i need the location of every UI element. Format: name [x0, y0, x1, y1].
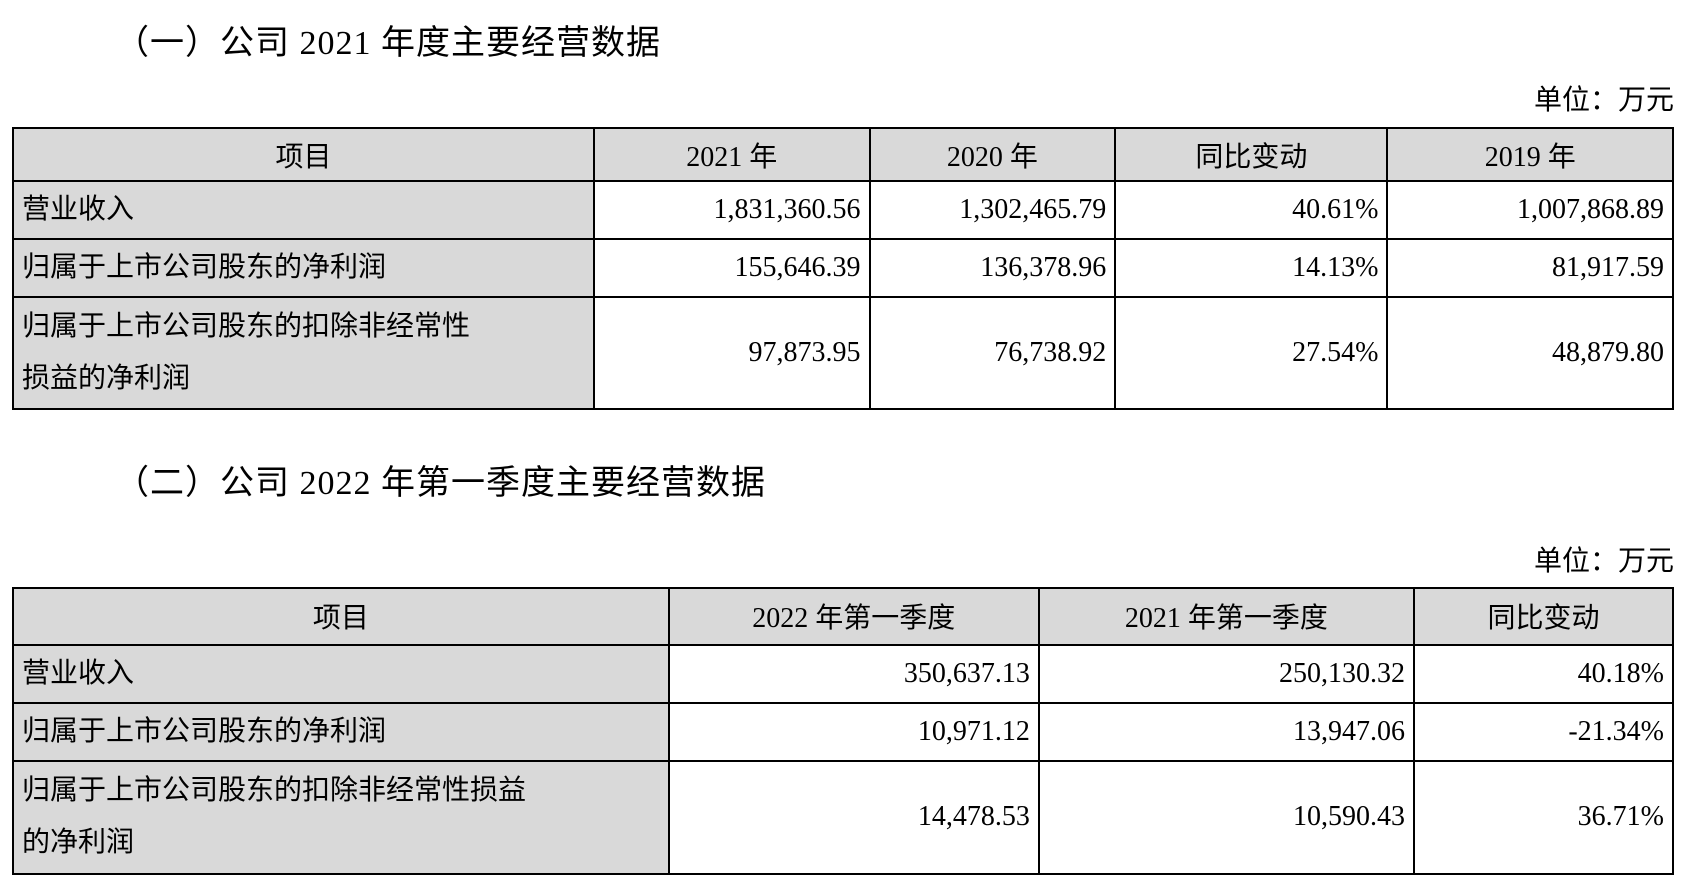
- value-cell: 40.61%: [1114, 180, 1389, 240]
- col-header-2022-q1: 2022 年第一季度: [667, 586, 1040, 646]
- value-cell: 250,130.32: [1037, 643, 1416, 704]
- col-header-2021-q1: 2021 年第一季度: [1037, 586, 1416, 646]
- table-row-revenue: 营业收入 350,637.13 250,130.32 40.18%: [12, 643, 1674, 704]
- row-label: 营业收入: [12, 643, 670, 704]
- value-cell: 1,007,868.89: [1386, 180, 1674, 240]
- value-cell: 36.71%: [1413, 759, 1674, 875]
- value-cell: 76,738.92: [868, 295, 1117, 410]
- col-header-2020: 2020 年: [868, 127, 1117, 183]
- section-heading: （二）公司 2022 年第一季度主要经营数据: [115, 464, 766, 502]
- unit-label: 单位：万元: [1533, 546, 1674, 578]
- value-cell: 10,590.43: [1037, 759, 1416, 875]
- value-cell: 40.18%: [1413, 643, 1674, 704]
- annual-results-table: 项目 2021 年 2020 年 同比变动 2019 年 营业收入 1,831,…: [12, 127, 1674, 410]
- table-row-net-profit-excl-nonrecurring: 归属于上市公司股东的扣除非经常性损益的净利润 14,478.53 10,590.…: [12, 759, 1674, 875]
- value-cell: 13,947.06: [1037, 701, 1416, 762]
- value-cell: 48,879.80: [1386, 295, 1674, 410]
- row-label: 归属于上市公司股东的扣除非经常性损益的净利润: [12, 295, 595, 410]
- row-label: 营业收入: [12, 180, 595, 240]
- row-label: 归属于上市公司股东的扣除非经常性损益的净利润: [12, 759, 670, 875]
- table-row-net-profit: 归属于上市公司股东的净利润 10,971.12 13,947.06 -21.34…: [12, 701, 1674, 762]
- col-header-item: 项目: [12, 586, 670, 646]
- value-cell: 14,478.53: [667, 759, 1040, 875]
- value-cell: 1,302,465.79: [868, 180, 1117, 240]
- value-cell: 1,831,360.56: [593, 180, 871, 240]
- value-cell: 14.13%: [1114, 237, 1389, 298]
- quarterly-results-table: 项目 2022 年第一季度 2021 年第一季度 同比变动 营业收入 350,6…: [12, 586, 1674, 875]
- section-heading: （一）公司 2021 年度主要经营数据: [115, 25, 661, 62]
- table-header-row: 项目 2021 年 2020 年 同比变动 2019 年: [12, 127, 1674, 183]
- row-label: 归属于上市公司股东的净利润: [12, 237, 595, 298]
- table-row-revenue: 营业收入 1,831,360.56 1,302,465.79 40.61% 1,…: [12, 180, 1674, 240]
- col-header-2019: 2019 年: [1386, 127, 1674, 183]
- row-label: 归属于上市公司股东的净利润: [12, 701, 670, 762]
- value-cell: 27.54%: [1114, 295, 1389, 410]
- table-row-net-profit: 归属于上市公司股东的净利润 155,646.39 136,378.96 14.1…: [12, 237, 1674, 298]
- value-cell: -21.34%: [1413, 701, 1674, 762]
- value-cell: 350,637.13: [667, 643, 1040, 704]
- col-header-yoy-change: 同比变动: [1413, 586, 1674, 646]
- col-header-2021: 2021 年: [593, 127, 871, 183]
- value-cell: 155,646.39: [593, 237, 871, 298]
- table-row-net-profit-excl-nonrecurring: 归属于上市公司股东的扣除非经常性损益的净利润 97,873.95 76,738.…: [12, 295, 1674, 410]
- unit-label: 单位：万元: [1533, 84, 1674, 116]
- section-annual-2021: （一）公司 2021 年度主要经营数据 单位：万元 项目 2021 年 2020…: [12, 0, 1674, 410]
- value-cell: 136,378.96: [868, 237, 1117, 298]
- value-cell: 10,971.12: [667, 701, 1040, 762]
- value-cell: 97,873.95: [593, 295, 871, 410]
- col-header-yoy-change: 同比变动: [1114, 127, 1389, 183]
- table-header-row: 项目 2022 年第一季度 2021 年第一季度 同比变动: [12, 586, 1674, 646]
- section-q1-2022: （二）公司 2022 年第一季度主要经营数据 单位：万元 项目 2022 年第一…: [12, 460, 1674, 875]
- col-header-item: 项目: [12, 127, 595, 183]
- value-cell: 81,917.59: [1386, 237, 1674, 298]
